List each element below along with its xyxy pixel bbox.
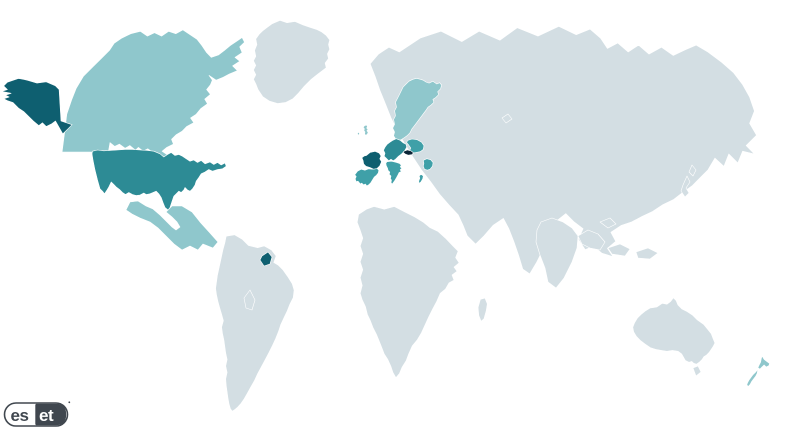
svg-text:et: et bbox=[39, 406, 54, 425]
svg-text:es: es bbox=[11, 406, 29, 425]
